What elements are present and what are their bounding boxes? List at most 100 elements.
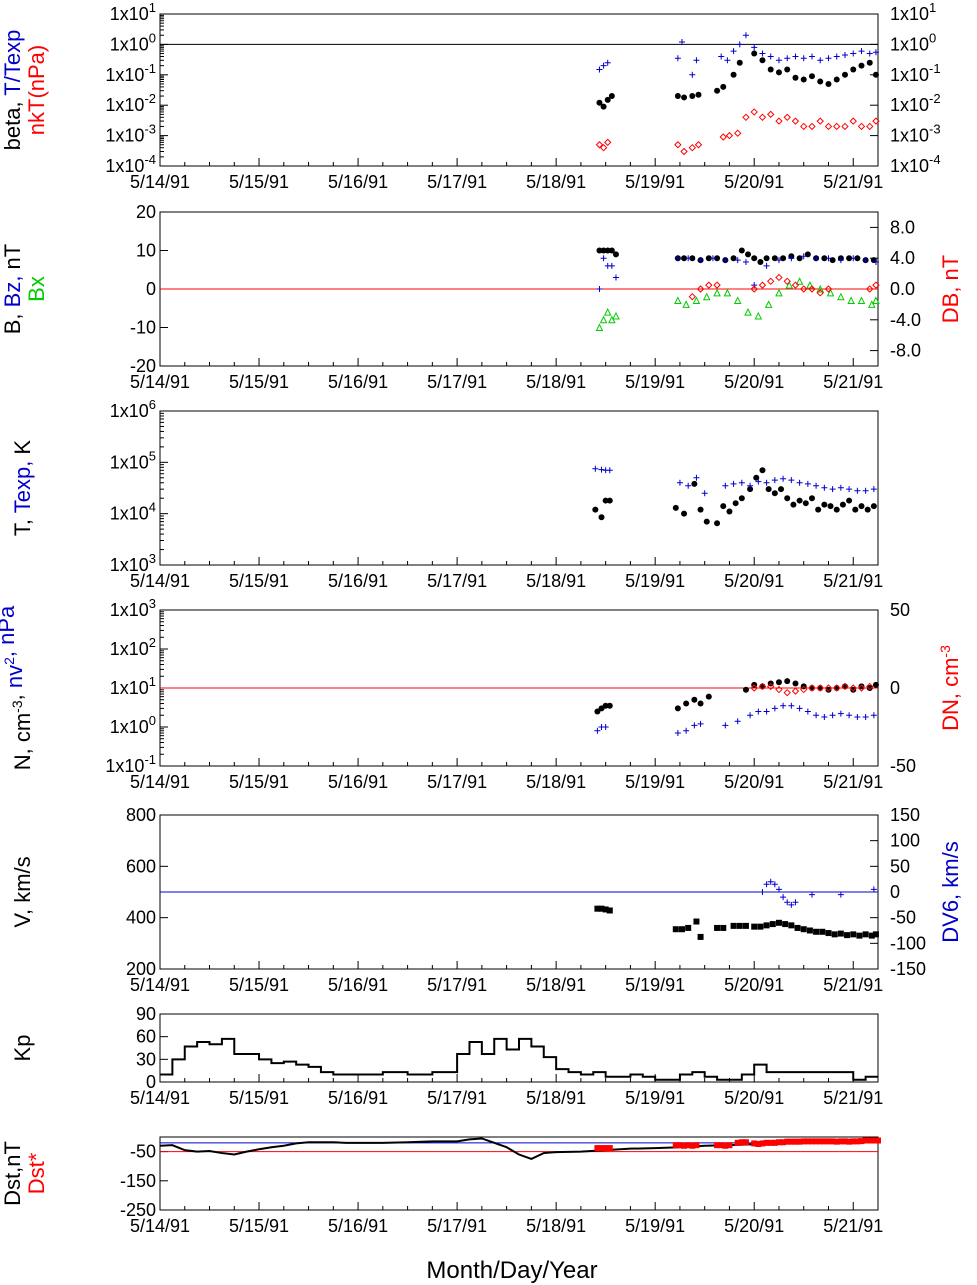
x-tick-label: 5/18/91 [526, 1088, 586, 1108]
series-B [596, 247, 877, 266]
data-point [767, 66, 774, 73]
y-axis-label: Dst* [24, 1152, 49, 1194]
y2-tick-label: 1x10-3 [890, 122, 941, 146]
data-point [709, 255, 716, 262]
data-point [833, 76, 840, 83]
data-point [612, 274, 619, 281]
y-tick-label: 30 [136, 1049, 156, 1069]
data-point [872, 681, 879, 688]
data-point [755, 708, 762, 715]
data-point [831, 931, 838, 938]
x-tick-label: 5/21/91 [823, 571, 883, 591]
data-point [606, 1145, 613, 1152]
data-point [767, 682, 775, 691]
series-Dst [159, 1137, 879, 1160]
data-point [685, 482, 692, 489]
data-point [837, 292, 845, 301]
panel-N: 1x103 1x102 1x101 1x100 1x10-1 50 0 -50 5/14/91 5… [0, 596, 963, 792]
data-point [701, 490, 708, 497]
data-point [714, 255, 721, 262]
data-point [596, 247, 603, 254]
data-point [775, 257, 782, 264]
data-point [788, 702, 795, 709]
data-point [736, 41, 743, 48]
data-point [600, 62, 607, 69]
data-point [784, 899, 791, 906]
data-point [681, 1142, 688, 1149]
series-line-Kp [160, 1037, 878, 1081]
x-tick-label: 5/19/91 [625, 372, 685, 392]
data-point [833, 1138, 840, 1145]
data-point [747, 712, 754, 719]
data-point [738, 247, 745, 254]
data-point [821, 714, 828, 721]
data-point [824, 684, 833, 692]
x-tick-label: 5/21/91 [823, 772, 883, 792]
data-point [875, 1137, 881, 1144]
data-point [697, 506, 704, 513]
data-point [837, 710, 844, 717]
data-point [824, 122, 833, 131]
y2-tick-label: 8.0 [890, 217, 915, 237]
data-point [850, 931, 857, 938]
data-point [792, 74, 799, 81]
data-point [742, 922, 749, 929]
data-point [775, 886, 782, 893]
data-point [714, 924, 721, 931]
data-point [841, 122, 849, 131]
data-point [742, 686, 749, 693]
data-point [775, 69, 782, 76]
data-point [676, 1142, 683, 1149]
data-point [866, 685, 873, 691]
x-tick-label: 5/17/91 [427, 1088, 487, 1108]
data-point [689, 93, 696, 100]
data-point [837, 1138, 844, 1145]
data-point [745, 251, 752, 258]
data-point [808, 73, 815, 80]
data-point [872, 71, 879, 78]
data-point [608, 247, 615, 254]
x-tick-label: 5/17/91 [427, 372, 487, 392]
data-point [722, 482, 729, 489]
x-tick-label: 5/19/91 [625, 1216, 685, 1236]
series-DV6 [759, 878, 877, 908]
y2-tick-label: 50 [890, 856, 910, 876]
data-point [850, 255, 857, 262]
data-point [723, 288, 732, 297]
data-point [697, 933, 704, 940]
data-point [757, 923, 764, 930]
series-Bx [595, 277, 880, 331]
data-point [808, 285, 816, 293]
data-point [718, 1142, 725, 1149]
data-point [759, 683, 766, 690]
data-point [693, 918, 700, 925]
y-tick-label: -250 [120, 1200, 156, 1220]
data-point [604, 59, 611, 66]
data-point [872, 931, 879, 938]
x-tick-label: 5/20/91 [724, 571, 784, 591]
data-point [854, 1138, 861, 1145]
data-point [771, 705, 778, 712]
data-point [792, 1138, 799, 1145]
series-nv2 [594, 702, 877, 737]
data-point [612, 311, 620, 320]
data-point [681, 510, 688, 517]
data-point [674, 93, 681, 100]
data-point [674, 730, 681, 737]
data-point [850, 1138, 857, 1145]
data-point [703, 518, 710, 525]
data-point [800, 1138, 807, 1145]
data-point [672, 926, 679, 933]
data-point [713, 281, 721, 289]
data-point [825, 686, 832, 693]
x-tick-label: 5/16/91 [328, 1088, 388, 1108]
data-point [841, 51, 848, 58]
data-point [857, 296, 866, 305]
x-tick-label: 5/18/91 [526, 372, 586, 392]
data-point [819, 928, 826, 935]
data-point [683, 727, 690, 734]
data-point [825, 1138, 832, 1145]
data-point [725, 131, 734, 140]
data-point [738, 495, 745, 502]
